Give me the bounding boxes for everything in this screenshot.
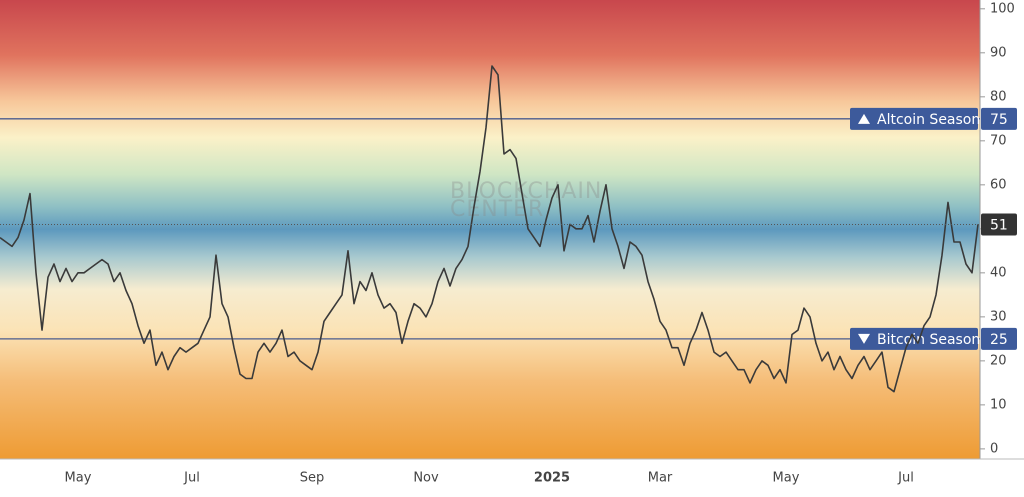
current-value-label: 51 (990, 217, 1008, 233)
y-tick-label: 60 (990, 177, 1007, 192)
level-icon (858, 113, 870, 124)
series-line (0, 65, 979, 393)
y-tick-label: 100 (990, 1, 1015, 16)
x-tick-label: Mar (648, 471, 673, 486)
x-tick-label: May (65, 471, 92, 486)
x-tick-label: Sep (300, 471, 325, 486)
y-tick-label: 0 (990, 441, 998, 456)
background (0, 0, 980, 459)
current-value-box (981, 213, 1017, 236)
level-value: 25 (990, 332, 1008, 348)
x-tick-label: May (773, 471, 800, 486)
x-tick-label: 2025 (534, 471, 570, 486)
level-label: Bitcoin Season (877, 332, 980, 348)
level-label-box (850, 327, 978, 350)
level-value-box (981, 327, 1017, 350)
level-icon (858, 333, 870, 344)
y-tick-label: 30 (990, 309, 1007, 324)
x-tick-label: Nov (413, 471, 439, 486)
y-tick-label: 70 (990, 133, 1007, 148)
y-tick-label: 90 (990, 45, 1007, 60)
y-tick-label: 40 (990, 265, 1007, 280)
y-tick-label: 80 (990, 89, 1007, 104)
level-label-box (850, 107, 978, 130)
x-tick-label: Jul (897, 471, 914, 486)
level-value-box (981, 107, 1017, 130)
y-tick-label: 10 (990, 397, 1007, 412)
y-tick-label: 20 (990, 353, 1007, 368)
watermark: CENTER (450, 197, 544, 222)
level-label: Altcoin Season (877, 112, 980, 128)
level-value: 75 (990, 112, 1008, 128)
x-tick-label: Jul (183, 471, 200, 486)
